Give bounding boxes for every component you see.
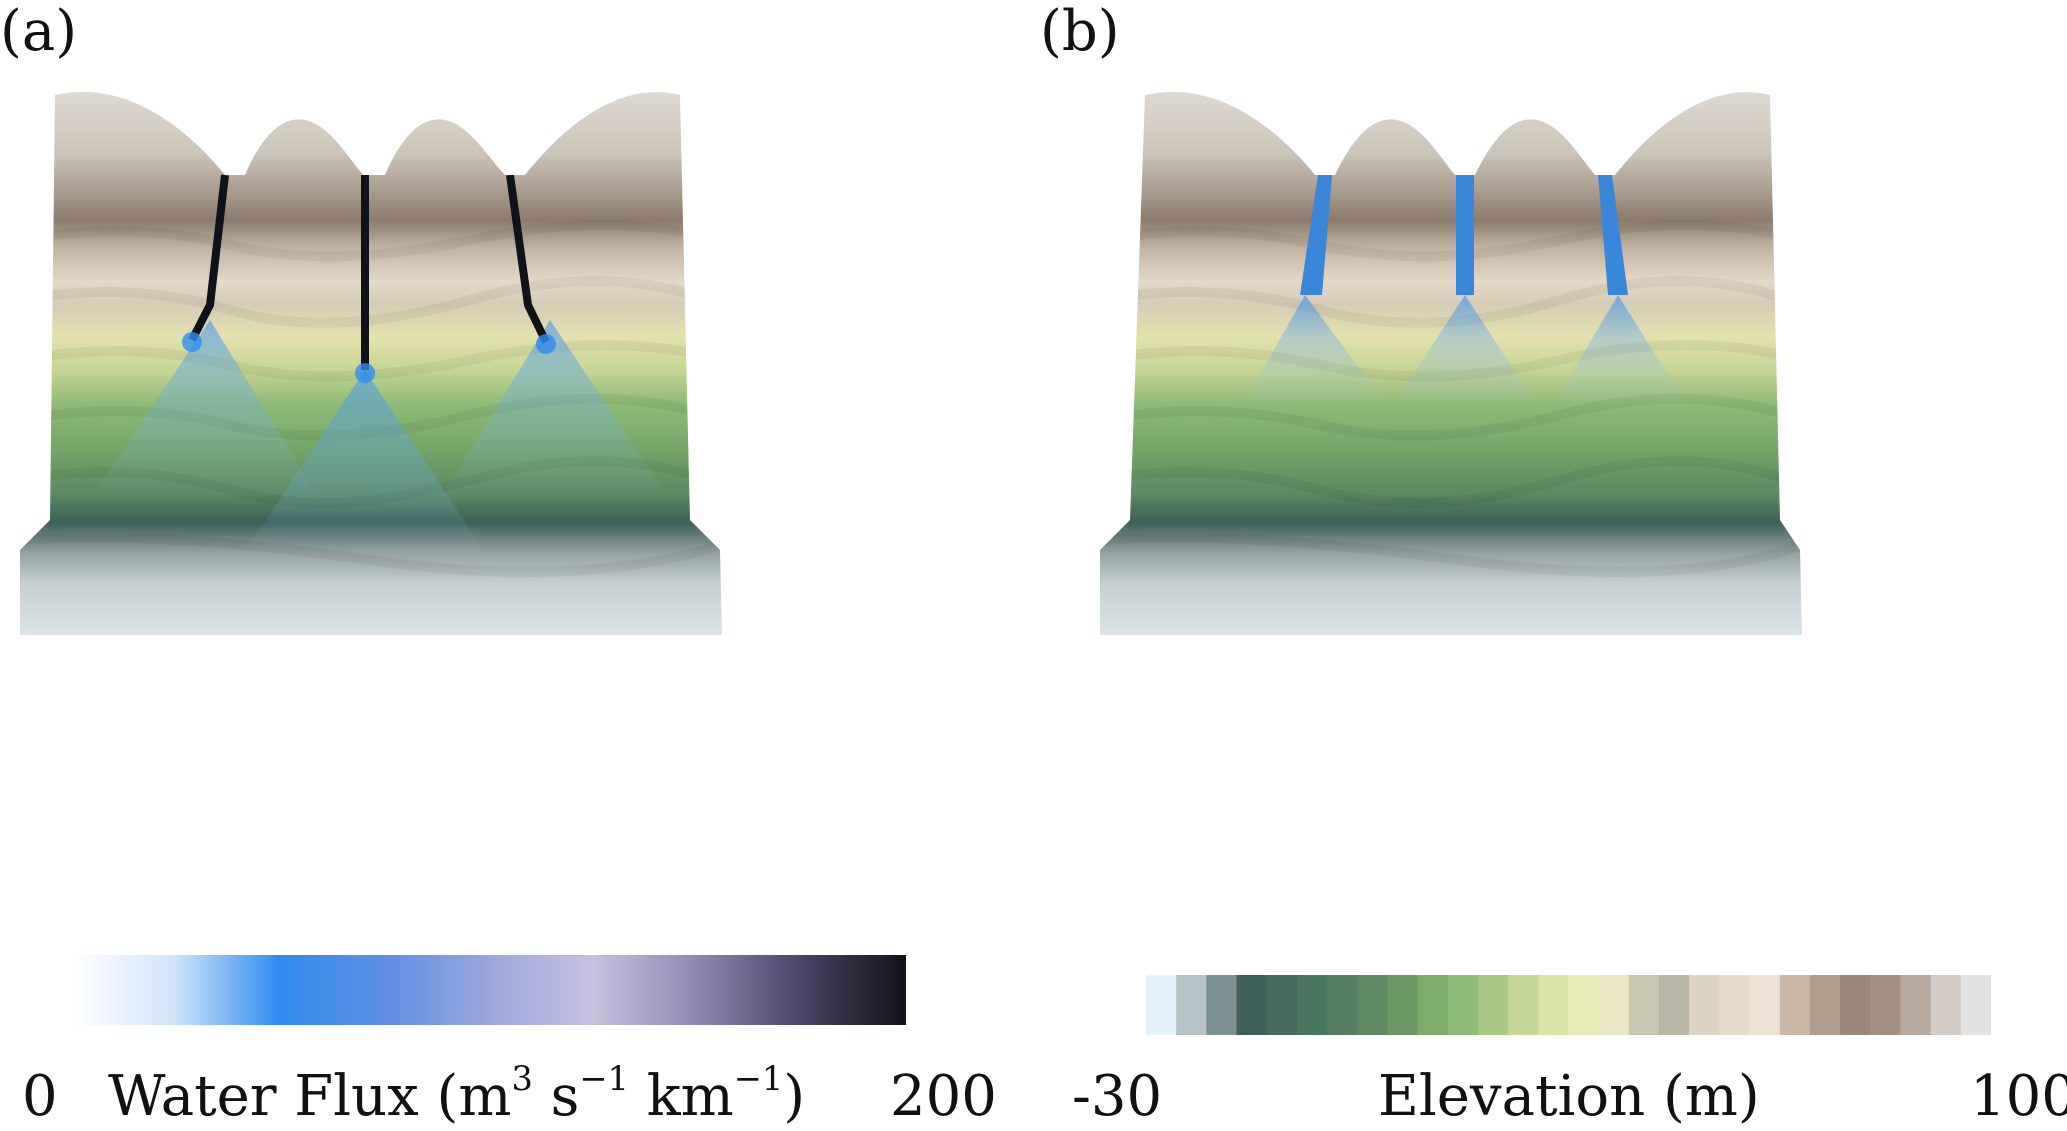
elevation-band — [1960, 975, 1991, 1035]
water-flux-colorbar — [70, 955, 906, 1025]
panel-label-a: (a) — [0, 0, 78, 64]
elevation-band — [1236, 975, 1268, 1035]
water-flux-gradient — [70, 955, 906, 1025]
elevation-band — [1900, 975, 1932, 1035]
elevation-band — [1387, 975, 1419, 1035]
elevation-band — [1628, 975, 1660, 1035]
elevation-band — [1779, 975, 1811, 1035]
elevation-band — [1870, 975, 1902, 1035]
elevation-band — [1146, 975, 1177, 1035]
landscape-elevation-surface — [1090, 91, 1802, 635]
panel-label-b: (b) — [1040, 0, 1120, 64]
elevation-band — [1417, 975, 1449, 1035]
elevation-band — [1689, 975, 1720, 1035]
elevation-band — [1598, 975, 1630, 1035]
elevation-band — [1447, 975, 1479, 1035]
elevation-band — [1749, 975, 1781, 1035]
elevation-band — [1508, 975, 1539, 1035]
elevation-min-label: -30 — [1072, 1064, 1163, 1129]
elevation-band — [1266, 975, 1298, 1035]
elevation-band — [1176, 975, 1207, 1035]
elevation-band — [1296, 975, 1328, 1035]
water-flux-max-label: 200 — [890, 1064, 997, 1129]
elevation-band — [1568, 975, 1600, 1035]
water-flux-title: Water Flux (m3 s−1 km−1) — [108, 1058, 806, 1129]
elevation-band — [1930, 975, 1962, 1035]
landscape-water-flux-surface — [20, 91, 722, 635]
elevation-band — [1659, 975, 1690, 1035]
water-flux-min-label: 0 — [22, 1064, 58, 1129]
elevation-band — [1206, 975, 1238, 1035]
elevation-band — [1538, 975, 1570, 1035]
elevation-max-label: 100 — [1970, 1064, 2067, 1129]
elevation-band — [1719, 975, 1751, 1035]
elevation-band — [1327, 975, 1358, 1035]
elevation-band — [1809, 975, 1841, 1035]
elevation-band — [1477, 975, 1509, 1035]
elevation-band — [1840, 975, 1871, 1035]
elevation-colorbar — [1146, 975, 1991, 1035]
elevation-title: Elevation (m) — [1378, 1064, 1760, 1129]
elevation-band — [1357, 975, 1389, 1035]
